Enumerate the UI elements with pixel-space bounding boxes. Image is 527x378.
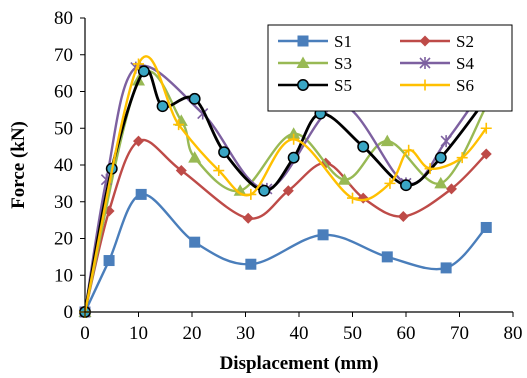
data-point-s3-4 bbox=[233, 184, 247, 196]
x-tick-label: 0 bbox=[80, 323, 90, 344]
data-point-s2-5 bbox=[282, 185, 294, 197]
x-tick-label: 40 bbox=[290, 323, 309, 344]
x-tick-label: 10 bbox=[129, 323, 148, 344]
data-point-s6-2 bbox=[173, 119, 185, 131]
data-point-s6-9 bbox=[424, 163, 436, 175]
y-axis-title: Force (kN) bbox=[8, 121, 29, 209]
legend-entry-s5: S5 bbox=[278, 76, 352, 95]
legend-label: S4 bbox=[456, 54, 474, 73]
series-layer bbox=[78, 55, 493, 318]
data-point-s6-4 bbox=[245, 188, 257, 200]
data-point-s1-2 bbox=[135, 188, 147, 200]
x-tick-label: 20 bbox=[183, 323, 202, 344]
x-axis-title: Displacement (mm) bbox=[220, 353, 379, 374]
data-point-s2-3 bbox=[175, 165, 187, 177]
data-point-s1-6 bbox=[381, 251, 393, 263]
data-point-s5-7 bbox=[287, 151, 300, 164]
y-tick-label: 70 bbox=[54, 45, 73, 66]
data-point-s1-1 bbox=[103, 255, 115, 267]
legend-label: S5 bbox=[334, 76, 352, 95]
legend-swatch-marker bbox=[297, 79, 309, 91]
data-point-s5-4 bbox=[188, 92, 201, 105]
data-point-s1-8 bbox=[480, 221, 492, 233]
legend-swatch-marker bbox=[419, 79, 431, 91]
legend-swatch-marker bbox=[297, 35, 309, 47]
y-tick-label: 0 bbox=[64, 302, 74, 323]
data-point-s5-10 bbox=[400, 179, 412, 192]
data-point-s5-6 bbox=[258, 184, 271, 197]
data-point-s6-11 bbox=[480, 122, 492, 134]
legend-swatch-marker bbox=[419, 57, 431, 69]
data-point-s2-8 bbox=[397, 210, 409, 222]
data-point-s6-6 bbox=[347, 192, 358, 204]
data-point-s6-7 bbox=[384, 177, 396, 189]
data-point-s2-9 bbox=[445, 183, 457, 195]
y-tick-label: 10 bbox=[54, 265, 73, 286]
data-point-s1-7 bbox=[440, 262, 452, 274]
x-tick-label: 30 bbox=[236, 323, 255, 344]
legend-entry-s6: S6 bbox=[400, 76, 474, 95]
series-s2 bbox=[79, 135, 492, 318]
legend-swatch-marker bbox=[296, 56, 310, 68]
data-point-s6-5 bbox=[288, 133, 300, 145]
data-point-s2-4 bbox=[242, 212, 254, 224]
legend-label: S3 bbox=[334, 54, 352, 73]
y-tick-label: 50 bbox=[54, 118, 73, 139]
legend-entry-s1: S1 bbox=[278, 32, 352, 51]
legend-box bbox=[267, 24, 513, 112]
series-s5 bbox=[79, 65, 493, 318]
legend-entry-s4: S4 bbox=[400, 54, 474, 73]
series-line-s1 bbox=[83, 193, 488, 313]
data-point-s1-3 bbox=[189, 236, 201, 248]
data-point-s3-8 bbox=[434, 176, 448, 189]
series-s1 bbox=[79, 188, 492, 318]
y-tick-label: 80 bbox=[54, 8, 73, 29]
data-point-s5-3 bbox=[156, 100, 169, 113]
data-point-s1-4 bbox=[245, 258, 257, 270]
data-point-s6-10 bbox=[456, 152, 468, 164]
x-tick-label: 80 bbox=[504, 323, 523, 344]
data-point-s1-5 bbox=[317, 229, 329, 241]
series-line-s2 bbox=[83, 138, 488, 313]
x-tick-label: 70 bbox=[450, 323, 469, 344]
series-s6 bbox=[79, 55, 492, 318]
legend-label: S2 bbox=[456, 32, 474, 51]
legend-entry-s2: S2 bbox=[400, 32, 474, 51]
data-point-s6-8 bbox=[403, 144, 415, 156]
y-tick-label: 40 bbox=[54, 155, 73, 176]
legend-swatch-marker bbox=[419, 35, 431, 47]
data-point-s2-2 bbox=[133, 135, 144, 147]
data-point-s6-3 bbox=[213, 165, 225, 177]
data-point-s3-3 bbox=[188, 151, 202, 163]
y-tick-label: 30 bbox=[54, 192, 73, 213]
x-tick-label: 50 bbox=[343, 323, 362, 344]
data-point-s2-10 bbox=[480, 148, 492, 160]
data-point-s5-2 bbox=[137, 65, 150, 78]
legend-label: S1 bbox=[334, 32, 352, 51]
data-point-s3-7 bbox=[380, 134, 394, 147]
legend-label: S6 bbox=[456, 76, 474, 95]
legend-entry-s3: S3 bbox=[278, 54, 352, 73]
data-point-s4-7 bbox=[440, 135, 452, 148]
data-point-s5-11 bbox=[434, 151, 447, 164]
y-tick-label: 20 bbox=[54, 229, 73, 250]
y-tick-label: 60 bbox=[54, 82, 73, 103]
data-point-s3-5 bbox=[287, 127, 301, 139]
axes-layer: 0 10 20 30 40 50 60 70 80 0 10 20 30 40 50 60 70 80 Displa… bbox=[8, 8, 523, 374]
legend: S1 S2 S3 S4 S5 S6 bbox=[267, 24, 513, 112]
data-point-s5-5 bbox=[218, 146, 231, 159]
data-point-s3-6 bbox=[337, 173, 351, 185]
data-point-s6-1 bbox=[133, 58, 144, 70]
data-point-s5-9 bbox=[357, 140, 370, 153]
x-tick-label: 60 bbox=[397, 323, 416, 344]
